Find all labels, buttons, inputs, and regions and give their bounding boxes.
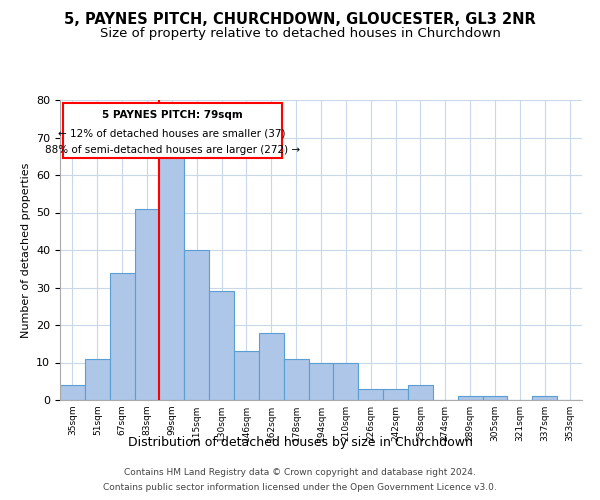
Text: 5, PAYNES PITCH, CHURCHDOWN, GLOUCESTER, GL3 2NR: 5, PAYNES PITCH, CHURCHDOWN, GLOUCESTER,… (64, 12, 536, 28)
Bar (383, 389, 408, 400)
Text: Contains public sector information licensed under the Open Government Licence v3: Contains public sector information licen… (103, 483, 497, 492)
Bar (358, 389, 383, 400)
Bar (110, 272, 134, 400)
Bar (284, 359, 308, 400)
Text: 88% of semi-detached houses are larger (272) →: 88% of semi-detached houses are larger (… (44, 145, 300, 155)
FancyBboxPatch shape (62, 103, 282, 158)
Bar (482, 396, 508, 400)
Bar (134, 209, 160, 400)
Text: 5 PAYNES PITCH: 79sqm: 5 PAYNES PITCH: 79sqm (102, 110, 242, 120)
Text: ← 12% of detached houses are smaller (37): ← 12% of detached houses are smaller (37… (58, 128, 286, 138)
Bar (209, 291, 234, 400)
Bar (532, 396, 557, 400)
Bar (60, 385, 85, 400)
Bar (458, 396, 482, 400)
Text: Contains HM Land Registry data © Crown copyright and database right 2024.: Contains HM Land Registry data © Crown c… (124, 468, 476, 477)
Text: Size of property relative to detached houses in Churchdown: Size of property relative to detached ho… (100, 28, 500, 40)
Bar (308, 362, 334, 400)
Bar (184, 250, 209, 400)
Bar (259, 332, 284, 400)
Bar (234, 351, 259, 400)
Text: Distribution of detached houses by size in Churchdown: Distribution of detached houses by size … (128, 436, 472, 449)
Bar (334, 362, 358, 400)
Bar (408, 385, 433, 400)
Y-axis label: Number of detached properties: Number of detached properties (20, 162, 31, 338)
Bar (85, 359, 110, 400)
Bar (160, 152, 184, 400)
